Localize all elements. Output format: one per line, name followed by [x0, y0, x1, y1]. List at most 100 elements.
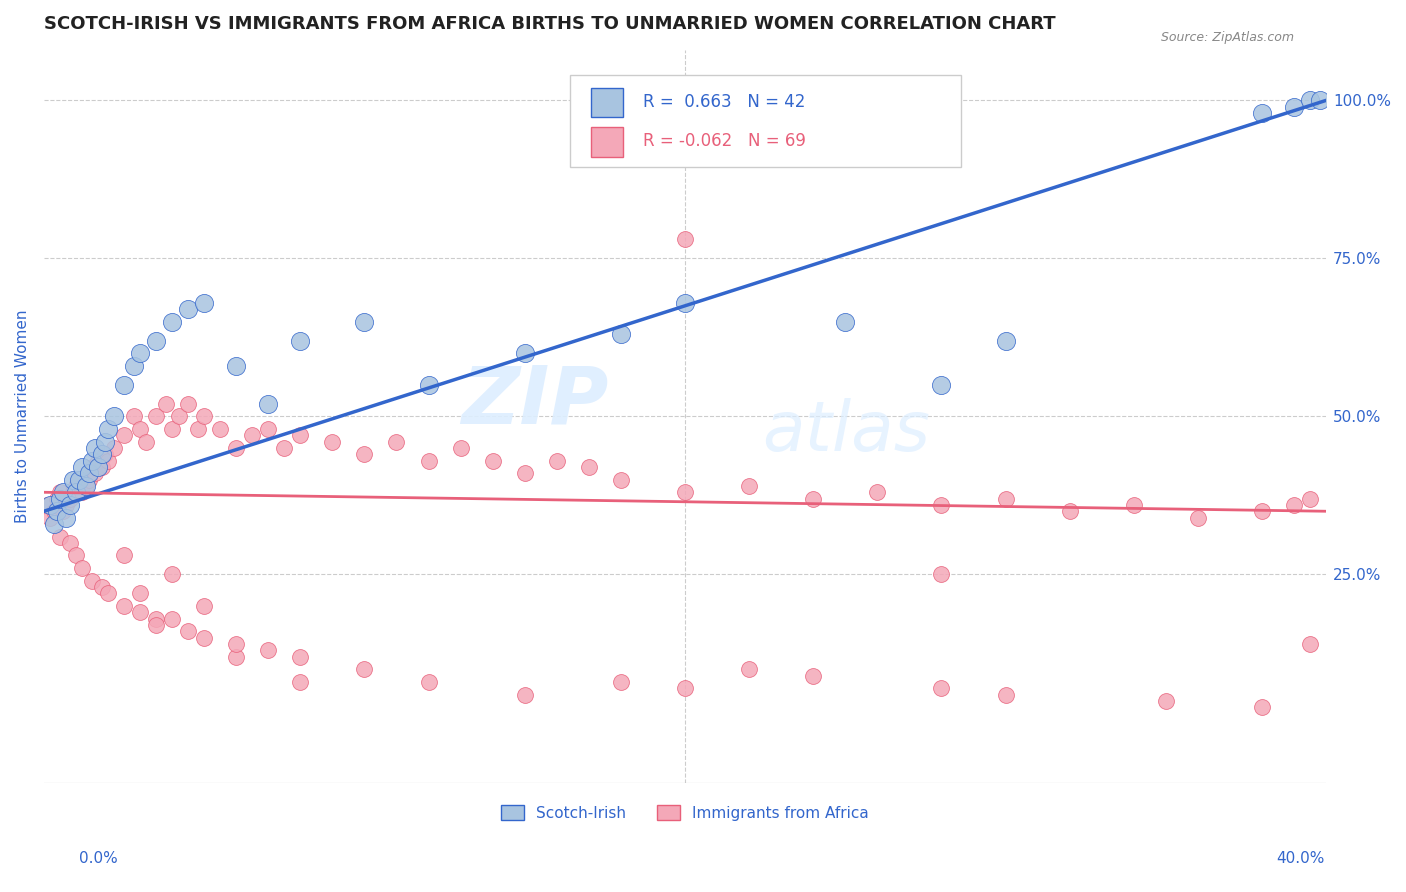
Point [994, 491, 1017, 506]
Point [129, 606, 152, 620]
Point [513, 688, 536, 702]
Point [177, 624, 200, 639]
Point [738, 662, 761, 676]
Point [513, 467, 536, 481]
Point [1299, 94, 1322, 108]
Text: atlas: atlas [762, 398, 929, 465]
Point [321, 434, 343, 449]
Point [1282, 498, 1305, 512]
Point [353, 315, 375, 329]
Point [610, 327, 633, 342]
Point [209, 422, 232, 436]
Point [385, 434, 408, 449]
Point [42, 504, 65, 518]
Point [673, 485, 696, 500]
Point [39, 510, 62, 524]
Point [1187, 510, 1209, 524]
Text: 40.0%: 40.0% [1277, 851, 1324, 865]
Point [481, 453, 503, 467]
FancyBboxPatch shape [569, 76, 960, 167]
Point [129, 346, 152, 360]
Point [90, 447, 112, 461]
Point [77, 473, 100, 487]
Point [72, 561, 94, 575]
Point [87, 453, 110, 467]
Point [240, 428, 263, 442]
Point [65, 485, 87, 500]
Point [72, 460, 94, 475]
Point [193, 409, 215, 424]
Point [225, 359, 247, 373]
Point [84, 467, 107, 481]
Point [290, 334, 312, 348]
Point [866, 485, 889, 500]
Point [931, 567, 953, 582]
Point [834, 315, 856, 329]
Point [135, 434, 157, 449]
Point [673, 232, 696, 246]
Point [418, 377, 440, 392]
Point [103, 441, 125, 455]
Point [177, 397, 200, 411]
Point [80, 460, 103, 475]
Point [353, 447, 375, 461]
Point [931, 681, 953, 696]
Point [112, 428, 135, 442]
Point [62, 473, 84, 487]
Point [1122, 498, 1144, 512]
Point [75, 479, 97, 493]
Point [75, 479, 97, 493]
Point [578, 460, 600, 475]
Point [801, 668, 824, 682]
Point [55, 498, 77, 512]
Text: 0.0%: 0.0% [79, 851, 118, 865]
Point [67, 473, 90, 487]
Point [1251, 504, 1274, 518]
Point [160, 612, 183, 626]
Point [112, 599, 135, 613]
Text: Source: ZipAtlas.com: Source: ZipAtlas.com [1160, 31, 1294, 45]
Point [257, 397, 280, 411]
Y-axis label: Births to Unmarried Women: Births to Unmarried Women [15, 310, 30, 524]
Point [1299, 491, 1322, 506]
Point [994, 688, 1017, 702]
Text: R = -0.062   N = 69: R = -0.062 N = 69 [643, 132, 806, 150]
Point [193, 295, 215, 310]
Point [145, 334, 167, 348]
Point [58, 491, 80, 506]
Point [610, 674, 633, 689]
Point [931, 377, 953, 392]
Point [42, 516, 65, 531]
Point [160, 422, 183, 436]
Point [225, 649, 247, 664]
Point [94, 447, 117, 461]
Point [80, 574, 103, 588]
Point [1154, 694, 1177, 708]
Point [257, 422, 280, 436]
Point [193, 599, 215, 613]
Point [39, 498, 62, 512]
Point [450, 441, 472, 455]
Point [160, 315, 183, 329]
Point [55, 510, 77, 524]
Point [80, 453, 103, 467]
Point [931, 498, 953, 512]
Point [58, 536, 80, 550]
Point [112, 549, 135, 563]
Point [801, 491, 824, 506]
Point [49, 491, 72, 506]
Point [1251, 700, 1274, 714]
Point [94, 434, 117, 449]
Point [167, 409, 190, 424]
Point [160, 567, 183, 582]
Point [290, 674, 312, 689]
Point [1059, 504, 1081, 518]
Point [90, 460, 112, 475]
Point [129, 586, 152, 600]
Point [187, 422, 209, 436]
Point [610, 473, 633, 487]
Point [97, 586, 120, 600]
Text: R =  0.663   N = 42: R = 0.663 N = 42 [643, 93, 806, 111]
Point [290, 649, 312, 664]
Point [1251, 106, 1274, 120]
